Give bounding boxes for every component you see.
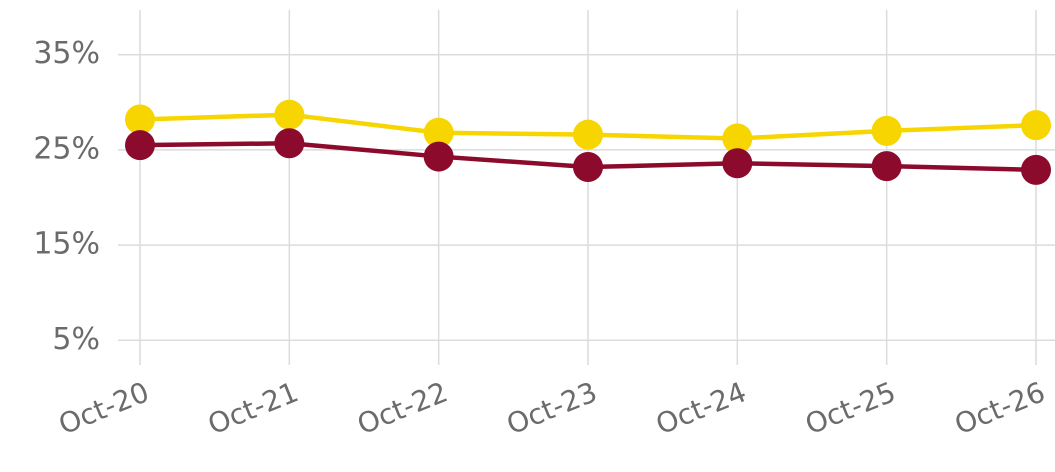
x-tick-label: Oct-25 xyxy=(801,375,901,441)
data-point xyxy=(125,104,155,135)
data-point xyxy=(423,117,454,148)
x-tick-label: Oct-23 xyxy=(502,375,602,441)
data-point xyxy=(274,128,305,159)
y-tick-label: 15% xyxy=(33,227,100,262)
x-tick-label: Oct-20 xyxy=(54,375,154,441)
x-tick-label: Oct-21 xyxy=(203,375,303,441)
data-point xyxy=(871,151,902,182)
data-point xyxy=(573,119,603,150)
y-tick-label: 25% xyxy=(33,131,100,166)
data-point xyxy=(573,152,603,183)
data-point xyxy=(274,99,305,130)
data-point xyxy=(125,130,155,161)
x-tick-label: Oct-26 xyxy=(950,375,1050,441)
data-point xyxy=(1021,110,1051,141)
y-tick-label: 5% xyxy=(52,322,100,357)
data-point xyxy=(871,115,902,146)
x-tick-label: Oct-24 xyxy=(651,375,751,441)
y-tick-label: 35% xyxy=(33,36,100,71)
data-point xyxy=(423,141,454,172)
data-point xyxy=(722,148,753,179)
data-point xyxy=(1021,154,1051,185)
data-point xyxy=(722,123,753,154)
x-tick-label: Oct-22 xyxy=(353,375,453,441)
